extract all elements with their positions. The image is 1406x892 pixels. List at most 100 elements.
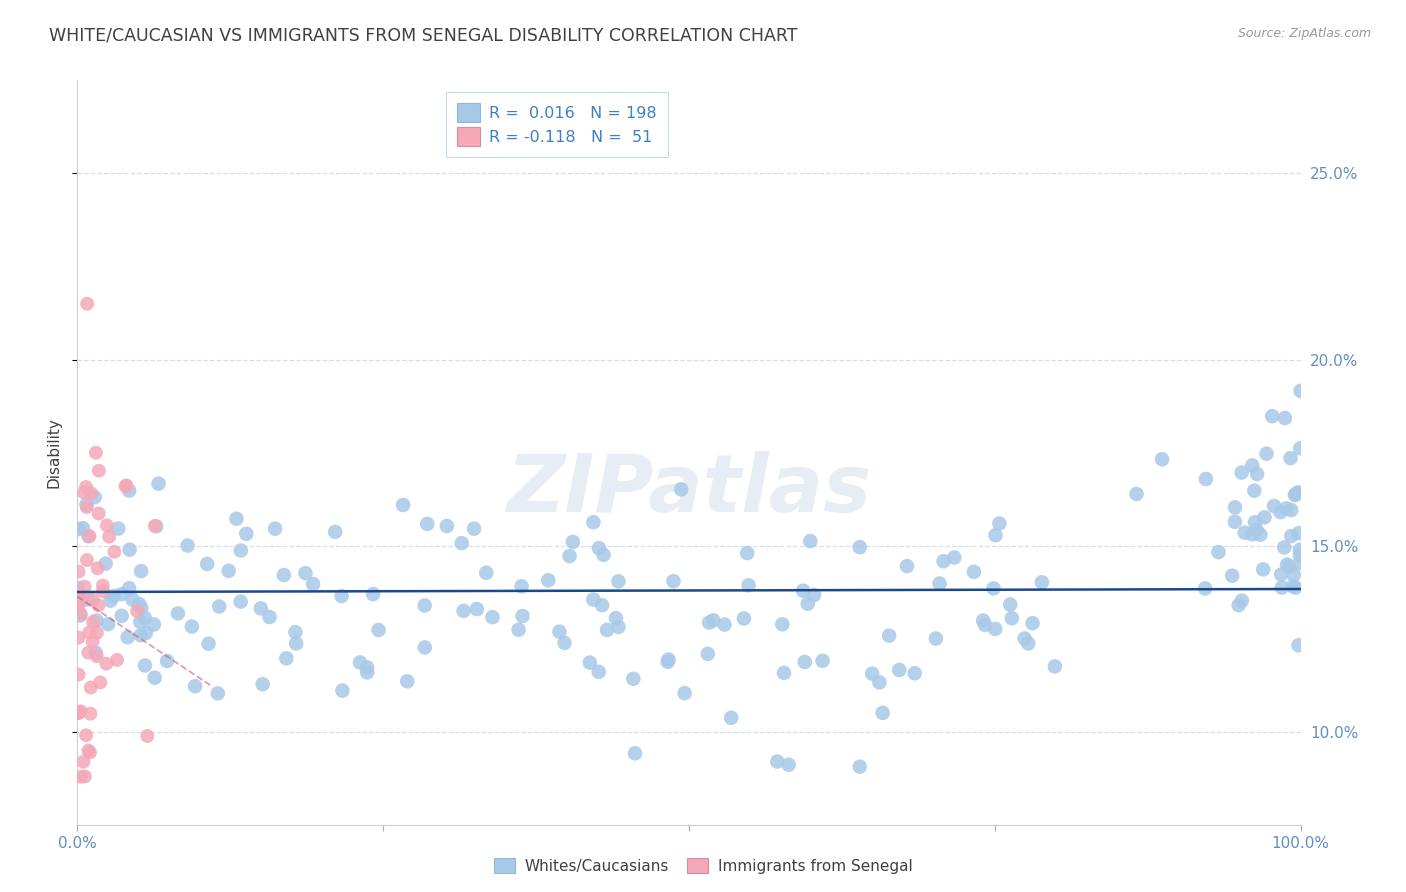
Point bbox=[392, 498, 415, 512]
Point bbox=[1014, 632, 1036, 646]
Point bbox=[76, 500, 98, 515]
Point bbox=[1284, 581, 1306, 595]
Point bbox=[129, 628, 152, 642]
Point bbox=[195, 557, 218, 571]
Point bbox=[720, 711, 742, 725]
Point bbox=[1194, 582, 1216, 596]
Point bbox=[77, 646, 100, 660]
Point bbox=[184, 679, 207, 693]
Point bbox=[1244, 515, 1267, 529]
Point bbox=[356, 660, 378, 674]
Point bbox=[156, 654, 179, 668]
Point bbox=[621, 672, 644, 686]
Point bbox=[114, 479, 136, 493]
Point bbox=[582, 516, 605, 530]
Point bbox=[129, 564, 152, 578]
Point bbox=[860, 666, 883, 681]
Point bbox=[145, 519, 167, 533]
Point bbox=[134, 658, 156, 673]
Point bbox=[1289, 556, 1312, 570]
Point bbox=[904, 666, 927, 681]
Point bbox=[103, 545, 125, 559]
Point bbox=[972, 614, 994, 628]
Point bbox=[713, 617, 735, 632]
Point bbox=[877, 629, 900, 643]
Point bbox=[1021, 616, 1043, 631]
Point bbox=[294, 566, 316, 581]
Point bbox=[103, 589, 125, 603]
Point bbox=[702, 613, 724, 627]
Point bbox=[561, 535, 583, 549]
Point bbox=[67, 604, 90, 618]
Point bbox=[735, 546, 758, 560]
Point bbox=[250, 601, 273, 615]
Point bbox=[696, 647, 718, 661]
Point bbox=[225, 511, 247, 525]
Point bbox=[264, 522, 287, 536]
Point bbox=[1241, 527, 1264, 541]
Point bbox=[657, 655, 679, 669]
Point bbox=[436, 519, 458, 533]
Point bbox=[1284, 488, 1306, 502]
Point bbox=[235, 526, 257, 541]
Point bbox=[803, 588, 825, 602]
Point bbox=[1281, 579, 1303, 593]
Point bbox=[1227, 598, 1250, 612]
Point bbox=[136, 729, 159, 743]
Point bbox=[115, 478, 138, 492]
Point bbox=[984, 528, 1007, 542]
Point bbox=[1261, 409, 1284, 424]
Point bbox=[1271, 581, 1294, 595]
Point bbox=[481, 610, 503, 624]
Point bbox=[67, 706, 90, 720]
Point bbox=[988, 516, 1011, 531]
Point bbox=[356, 665, 378, 680]
Point bbox=[121, 592, 143, 607]
Point bbox=[70, 770, 93, 784]
Point bbox=[1263, 499, 1285, 513]
Point bbox=[97, 617, 120, 632]
Point bbox=[578, 656, 600, 670]
Point bbox=[86, 649, 108, 664]
Point bbox=[73, 769, 96, 783]
Point bbox=[1230, 593, 1253, 607]
Point bbox=[607, 620, 630, 634]
Point bbox=[96, 657, 118, 671]
Point bbox=[1288, 549, 1310, 563]
Point bbox=[67, 706, 90, 720]
Point bbox=[1279, 503, 1302, 517]
Point bbox=[67, 667, 90, 681]
Point bbox=[98, 530, 121, 544]
Point bbox=[1223, 515, 1246, 529]
Point bbox=[1249, 527, 1271, 541]
Legend: R =  0.016   N = 198, R = -0.118   N =  51: R = 0.016 N = 198, R = -0.118 N = 51 bbox=[446, 92, 668, 157]
Point bbox=[273, 568, 295, 582]
Text: WHITE/CAUCASIAN VS IMMIGRANTS FROM SENEGAL DISABILITY CORRELATION CHART: WHITE/CAUCASIAN VS IMMIGRANTS FROM SENEG… bbox=[49, 27, 797, 45]
Point bbox=[1284, 487, 1306, 501]
Point bbox=[799, 534, 821, 549]
Point bbox=[896, 559, 918, 574]
Point bbox=[1279, 451, 1302, 466]
Point bbox=[91, 584, 114, 599]
Point bbox=[284, 625, 307, 640]
Point bbox=[180, 619, 202, 633]
Point bbox=[778, 757, 800, 772]
Point bbox=[1288, 526, 1310, 541]
Point bbox=[89, 675, 111, 690]
Point bbox=[83, 490, 105, 504]
Point bbox=[1275, 501, 1298, 516]
Point bbox=[79, 529, 101, 543]
Point bbox=[276, 651, 298, 665]
Point bbox=[259, 610, 281, 624]
Point bbox=[77, 744, 100, 758]
Point bbox=[1256, 447, 1278, 461]
Point bbox=[868, 675, 890, 690]
Point bbox=[111, 608, 134, 623]
Point bbox=[582, 592, 605, 607]
Point bbox=[974, 618, 997, 632]
Point bbox=[508, 623, 530, 637]
Point bbox=[1230, 466, 1253, 480]
Point bbox=[86, 614, 108, 628]
Point bbox=[463, 522, 485, 536]
Point bbox=[588, 665, 610, 679]
